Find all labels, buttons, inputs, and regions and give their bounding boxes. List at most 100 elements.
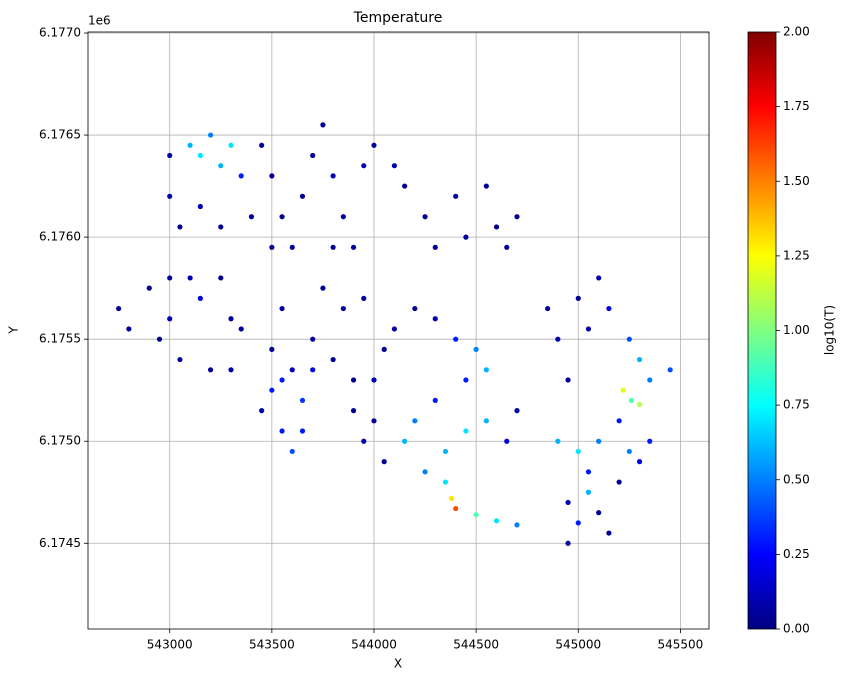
data-point [218, 275, 224, 281]
data-point [116, 305, 122, 312]
data-point [371, 142, 377, 148]
colorbar-tick-label: 0.25 [783, 547, 810, 561]
data-point [310, 367, 316, 373]
data-point [350, 408, 357, 414]
data-point [555, 438, 561, 444]
data-point [289, 367, 295, 373]
data-point [493, 518, 500, 524]
colorbar-tick-label: 2.00 [783, 25, 810, 39]
colorbar-tick-label: 1.25 [783, 248, 810, 262]
data-point [361, 295, 367, 301]
data-point [330, 244, 336, 250]
y-tick-label: 6.1770 [39, 26, 81, 40]
plot-frame [87, 31, 710, 630]
data-point [473, 346, 479, 352]
data-point [269, 346, 275, 352]
data-point [514, 214, 520, 220]
data-point [514, 522, 520, 528]
data-point [228, 367, 234, 373]
data-point [350, 244, 357, 250]
colorbar-tick-label: 0.75 [783, 398, 810, 412]
data-point [167, 316, 173, 322]
data-point [606, 305, 612, 312]
data-point [636, 459, 643, 465]
data-point [187, 275, 193, 281]
chart-title: Temperature [353, 10, 443, 26]
data-point [248, 214, 255, 220]
y-tick-label: 6.1750 [39, 434, 81, 448]
x-tick-label: 544000 [351, 638, 397, 652]
data-point [575, 520, 581, 526]
colorbar-label: log10(T) [823, 305, 837, 355]
y-tick-label: 6.1765 [39, 128, 81, 142]
data-point [299, 397, 306, 404]
data-point [167, 152, 173, 159]
data-point [238, 173, 244, 179]
data-point [463, 428, 469, 434]
data-point [442, 479, 449, 485]
data-point [361, 438, 367, 444]
data-point [432, 244, 438, 250]
data-point [330, 356, 336, 363]
data-point [626, 448, 632, 455]
data-point [207, 367, 214, 373]
data-point [449, 495, 455, 501]
y-axis-label: Y [7, 326, 21, 335]
colorbar-tick-label: 0.00 [783, 622, 810, 636]
data-point [279, 214, 285, 220]
data-point [432, 397, 438, 404]
data-point [493, 224, 500, 230]
data-point [616, 479, 622, 485]
data-point [432, 316, 438, 322]
data-point [279, 305, 285, 312]
data-point [463, 234, 469, 240]
y-tick-label: 6.1745 [39, 536, 81, 550]
data-point [218, 224, 224, 230]
data-point [585, 489, 592, 495]
data-point [483, 418, 489, 424]
data-point [391, 326, 398, 332]
data-point [412, 418, 418, 424]
data-point [289, 244, 295, 250]
data-point [340, 305, 346, 312]
x-tick-label: 544500 [453, 638, 499, 652]
data-point [320, 122, 326, 128]
data-point [636, 356, 643, 363]
y-tick-label: 6.1760 [39, 230, 81, 244]
data-point [187, 142, 193, 148]
data-point [371, 377, 377, 383]
data-point [320, 285, 326, 291]
data-point [279, 377, 285, 383]
data-point [596, 510, 602, 516]
x-axis-label: X [394, 657, 402, 671]
data-point [156, 336, 163, 342]
data-point [453, 505, 459, 512]
data-point [259, 142, 265, 148]
data-point [310, 336, 316, 342]
data-point [146, 285, 152, 291]
data-point [197, 295, 203, 301]
data-point [545, 305, 551, 312]
data-point [565, 499, 571, 506]
data-point [463, 377, 469, 383]
data-point [310, 152, 316, 159]
data-point [177, 224, 183, 230]
data-point [626, 336, 632, 342]
data-point [565, 377, 571, 383]
data-point [636, 401, 643, 408]
data-point [289, 448, 295, 455]
data-point [575, 448, 581, 455]
colorbar-tick-label: 1.50 [783, 174, 810, 188]
data-point [207, 132, 214, 138]
data-point [606, 530, 612, 536]
colorbar [747, 31, 777, 630]
data-point [279, 428, 285, 434]
data-point [167, 193, 173, 199]
data-point [228, 142, 234, 148]
data-point [575, 295, 581, 301]
colorbar-tick-label: 1.00 [783, 323, 810, 337]
data-point [596, 275, 602, 281]
data-point [504, 438, 510, 444]
data-point [422, 469, 428, 475]
data-point [381, 346, 387, 352]
